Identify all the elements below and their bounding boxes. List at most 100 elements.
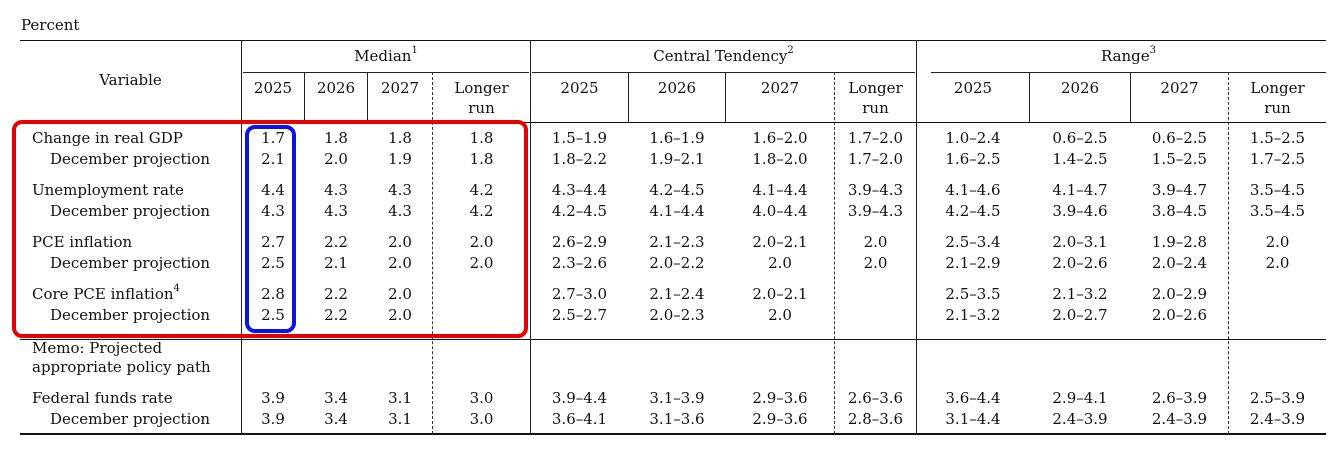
row-label-december: December projection [50,254,210,272]
bottom-rule [20,433,1326,435]
median-cell: 4.3 [388,202,412,220]
range-cell: 1.9–2.8 [1151,233,1208,251]
col-header-2025: 2025 [253,79,293,97]
central-cell: 3.1–3.9 [649,389,705,407]
range-cell: 2.5–3.5 [945,285,1001,303]
central-cell: 4.0–4.4 [752,202,808,220]
central-cell: 2.9–3.6 [752,410,808,428]
col-header-run: run [862,99,889,117]
median-cell: 2.1 [324,254,348,272]
range-cell: 4.1–4.7 [1052,181,1108,199]
range-cell: 4.1–4.6 [945,181,1001,199]
range-cell: 3.9–4.6 [1052,202,1108,220]
central-cell: 4.2–4.5 [649,181,705,199]
median-cell: 1.7 [261,129,285,147]
range-cell: 3.5–4.5 [1249,202,1306,220]
median-footnote: 1 [411,45,418,56]
median-cell: 4.2 [469,181,494,199]
median-cell: 2.0 [469,254,494,272]
central-cell: 4.1–4.4 [649,202,705,220]
range-cell: 0.6–2.5 [1052,129,1108,147]
range-cell: 2.0–2.4 [1151,254,1208,272]
col-header-2026: 2026 [657,79,697,97]
hsep [1029,72,1030,122]
range-cell: 3.1–4.4 [945,410,1001,428]
row-label: Change in real GDP [32,129,183,147]
central-cell: 3.9–4.3 [847,202,904,220]
row-label: PCE inflation [32,233,132,251]
red-highlight-box [12,120,528,338]
central-cell: 2.1–2.3 [649,233,705,251]
col-header-2025: 2025 [953,79,993,97]
range-cell: 3.5–4.5 [1249,181,1306,199]
central-cell: 1.8–2.2 [551,150,608,168]
range-cell: 1.7–2.5 [1249,150,1306,168]
row-label-december: December projection [50,306,210,324]
range-cell: 2.4–3.9 [1052,410,1108,428]
row-label-december: December projection [50,150,210,168]
hsep [725,72,726,122]
hsep [628,72,629,122]
range-cell: 2.5–3.4 [945,233,1001,251]
median-cell: 4.3 [388,181,412,199]
central-cell: 4.2–4.5 [551,202,608,220]
range-cell: 2.4–3.9 [1249,410,1306,428]
median-cell: 2.1 [261,150,285,168]
col-header-run: run [468,99,495,117]
central-cell: 2.6–2.9 [551,233,608,251]
central-cell: 4.3–4.4 [551,181,608,199]
central-cell: 3.9–4.3 [847,181,904,199]
range-cell: 3.8–4.5 [1151,202,1208,220]
central-cell: 2.0 [863,254,888,272]
central-cell: 2.0–2.3 [649,306,705,324]
median-cell: 2.0 [388,233,412,251]
median-cell: 2.0 [388,285,412,303]
top-rule [20,40,1326,41]
range-cell: 2.9–4.1 [1052,389,1108,407]
row-label-text: Unemployment rate [32,181,184,199]
median-cell: 2.5 [261,306,285,324]
median-cell: 3.9 [261,389,285,407]
range-cell: 2.4–3.9 [1151,410,1208,428]
hsep [1130,72,1131,122]
range-cell: 2.0–2.7 [1052,306,1108,324]
central-cell: 2.1–2.4 [649,285,705,303]
variable-header: Variable [99,71,162,89]
median-cell: 2.0 [469,233,494,251]
range-cell: 4.2–4.5 [945,202,1001,220]
row-label: Core PCE inflation4 [32,284,180,304]
central-cell: 4.1–4.4 [752,181,808,199]
median-cell: 3.1 [388,410,412,428]
median-header: Median1 [243,45,529,66]
col-header-2026: 2026 [316,79,356,97]
col-header-longer: Longer [454,79,509,97]
central-cell: 2.0 [768,254,792,272]
median-cell: 3.4 [324,410,348,428]
range-cell: 2.0 [1265,254,1290,272]
range-underline [931,72,1326,73]
range-cell: 2.0–2.6 [1151,306,1208,324]
central-cell: 2.0–2.1 [752,285,808,303]
central-cell: 1.9–2.1 [649,150,705,168]
col-header-longer: Longer [1250,79,1305,97]
range-cell: 2.5–3.9 [1249,389,1306,407]
central-cell: 1.5–1.9 [551,129,608,147]
central-cell: 2.7–3.0 [551,285,608,303]
row-label-text: December projection [50,410,211,428]
median-cell: 2.2 [324,306,348,324]
range-cell: 0.6–2.5 [1151,129,1208,147]
col-header-run: run [1264,99,1291,117]
range-cell: 2.0–3.1 [1052,233,1108,251]
central-cell: 3.9–4.4 [551,389,608,407]
median-cell: 2.2 [324,285,348,303]
median-cell: 4.2 [469,202,494,220]
central-header-text: Central Tendency [653,47,788,65]
row-label-december: December projection [50,410,210,428]
col-header-2026: 2026 [1060,79,1100,97]
central-underline [532,72,915,73]
median-header-text: Median [354,47,412,65]
dashed-sep-central [834,72,835,434]
median-cell: 4.3 [261,202,285,220]
median-cell: 2.0 [388,254,412,272]
median-cell: 1.8 [469,129,494,147]
